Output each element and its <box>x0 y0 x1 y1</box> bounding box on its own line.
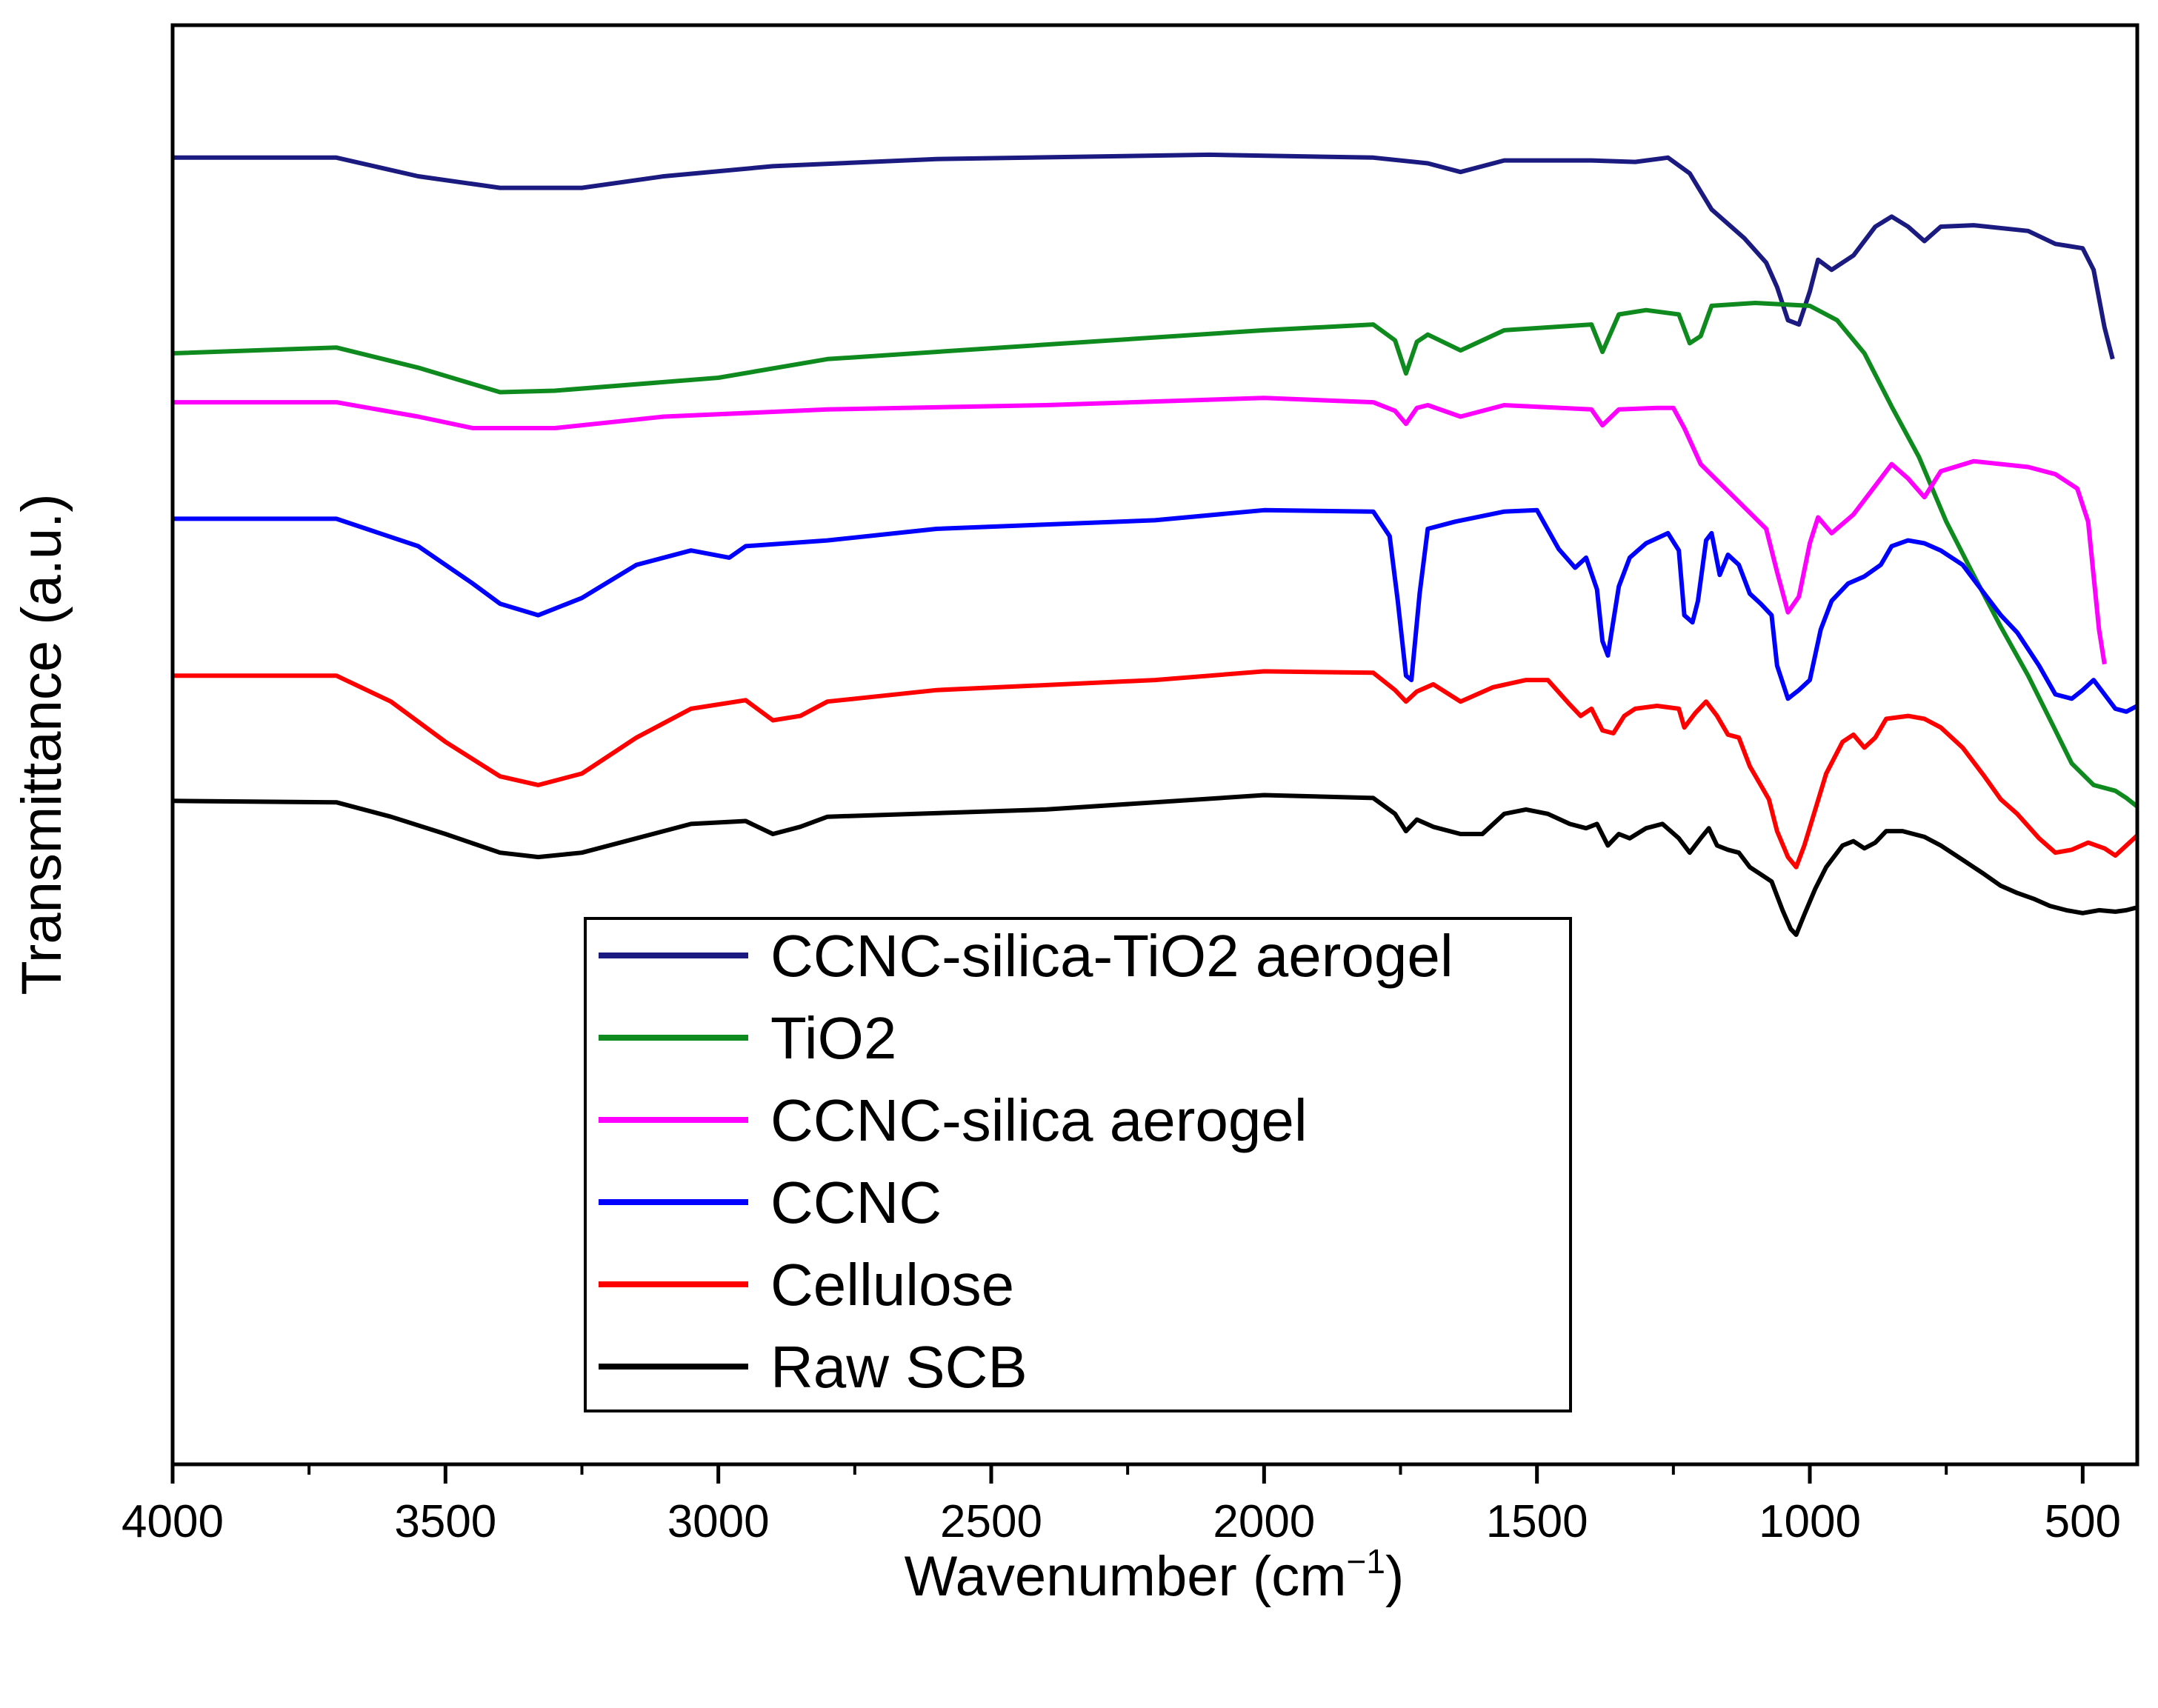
legend-label-ccnc: CCNC <box>770 1170 942 1235</box>
x-axis-title-close: ) <box>1385 1545 1404 1608</box>
x-tick-label: 1000 <box>1759 1496 1861 1547</box>
x-tick-label: 2500 <box>940 1496 1042 1547</box>
series-line-tio2 <box>172 301 2139 809</box>
series-layer <box>172 152 2139 937</box>
x-axis-title-main: Wavenumber (cm <box>905 1545 1347 1608</box>
legend-label-raw-scb: Raw SCB <box>770 1334 1028 1400</box>
legend: CCNC-silica-TiO2 aerogel TiO2 CCNC-silica … <box>584 917 1572 1412</box>
legend-items: CCNC-silica-TiO2 aerogel TiO2 CCNC-silica … <box>599 923 1453 1400</box>
x-axis-title: Wavenumber (cm−1) <box>905 1542 1405 1608</box>
x-tick-label: 500 <box>2045 1496 2121 1547</box>
legend-frame <box>584 917 1572 1412</box>
series-line-cellulose <box>173 669 2139 870</box>
x-axis: 4000 3500 3000 2500 2000 1500 1000 500 <box>121 1464 2121 1547</box>
series-line-ccnc-silica-aerogel <box>173 396 2107 665</box>
legend-label-ccnc-silica-aerogel: CCNC-silica aerogel <box>770 1087 1308 1153</box>
legend-label-ccnc-silica-tio2-aerogel: CCNC-silica-TiO2 aerogel <box>770 923 1453 989</box>
x-tick-label: 2000 <box>1213 1496 1315 1547</box>
plot-frame <box>170 23 2139 1467</box>
y-axis-title: Transmittance (a.u.) <box>10 493 73 995</box>
series-line-ccnc <box>173 507 2139 714</box>
x-axis-title-superscript: −1 <box>1347 1542 1385 1581</box>
legend-label-cellulose: Cellulose <box>770 1252 1014 1318</box>
x-tick-label: 4000 <box>121 1496 224 1547</box>
series-line-raw-scb <box>172 793 2138 937</box>
legend-label-tio2: TiO2 <box>770 1005 896 1071</box>
x-tick-label: 3500 <box>394 1496 496 1547</box>
series-line-ccnc-silica-tio2-aerogel <box>173 152 2115 360</box>
x-tick-label: 3000 <box>667 1496 770 1547</box>
x-tick-label: 1500 <box>1486 1496 1588 1547</box>
